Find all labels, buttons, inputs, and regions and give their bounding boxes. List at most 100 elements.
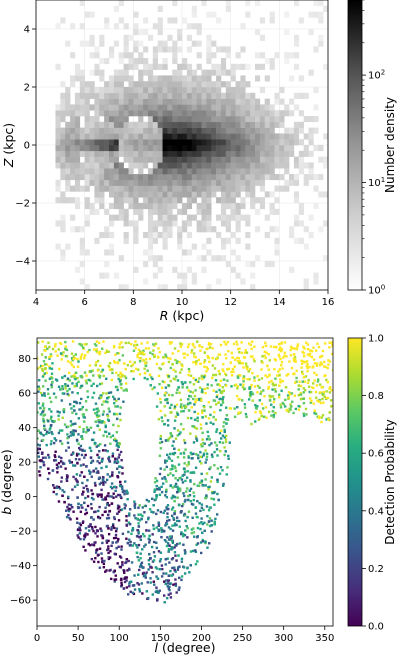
bottom-scatter-point — [137, 573, 140, 576]
bottom-scatter-point — [248, 378, 251, 381]
top-heatmap-cell — [235, 237, 241, 244]
top-heatmap-cell — [274, 162, 280, 169]
top-heatmap-cell — [172, 17, 178, 24]
bottom-scatter-point — [90, 502, 93, 506]
bottom-scatter-point — [88, 543, 92, 547]
top-heatmap-cell — [138, 87, 144, 94]
top-heatmap-cell — [89, 121, 95, 128]
bottom-scatter-point — [164, 524, 167, 527]
bottom-scatter-point — [102, 483, 105, 486]
bottom-scatter-point — [57, 431, 61, 435]
bottom-scatter-point — [138, 590, 142, 593]
top-heatmap-cell — [220, 92, 227, 99]
top-heatmap-cell — [104, 110, 110, 117]
bottom-scatter-point — [174, 375, 178, 378]
bottom-scatter-point — [54, 455, 57, 459]
top-heatmap-cell — [182, 17, 188, 24]
bottom-scatter-point — [37, 390, 40, 393]
bottom-scatter-point — [200, 506, 204, 509]
top-heatmap-cell — [109, 92, 115, 99]
bottom-scatter-point — [210, 442, 213, 445]
top-heatmap-cell — [225, 179, 231, 186]
bottom-scatter-point — [270, 403, 273, 406]
bottom-scatter-point — [125, 579, 128, 582]
bottom-scatter-point — [111, 455, 114, 458]
bottom-scatter-point — [181, 481, 185, 484]
top-heatmap-cell — [182, 249, 188, 256]
top-heatmap-cell — [162, 133, 168, 140]
bottom-scatter-point — [143, 511, 146, 514]
top-heatmap-cell — [133, 23, 139, 30]
top-heatmap-cell — [225, 5, 231, 12]
bottom-scatter-point — [83, 535, 87, 539]
top-heatmap-cell — [74, 150, 81, 157]
top-heatmap-cell — [220, 191, 227, 198]
bottom-scatter-point — [205, 455, 209, 458]
bottom-scatter-point — [158, 589, 161, 592]
top-heatmap-cell — [293, 121, 300, 128]
bottom-scatter-point — [202, 441, 205, 445]
bottom-colorbar-tick-label: 0.0 — [368, 622, 384, 633]
bottom-scatter-point — [102, 566, 106, 569]
bottom-scatter-point — [69, 424, 73, 427]
top-heatmap-cell — [152, 272, 158, 279]
top-heatmap-cell — [162, 110, 168, 117]
bottom-scatter-point — [152, 511, 155, 514]
top-heatmap-cell — [162, 237, 168, 244]
bottom-scatter-point — [78, 425, 81, 429]
top-heatmap-cell — [123, 179, 129, 186]
top-heatmap-cell — [94, 179, 100, 186]
bottom-scatter-point — [94, 532, 97, 535]
bottom-scatter-point — [225, 473, 228, 476]
bottom-scatter-point — [201, 416, 204, 419]
top-heatmap-cell — [240, 162, 246, 169]
top-heatmap-cell — [55, 133, 61, 140]
bottom-scatter-point — [112, 516, 116, 519]
bottom-scatter-point — [216, 467, 220, 470]
top-heatmap-cell — [308, 133, 314, 140]
bottom-scatter-point — [313, 412, 316, 415]
bottom-scatter-point — [68, 459, 71, 462]
top-heatmap-cell — [162, 284, 168, 290]
bottom-scatter-point — [331, 368, 333, 372]
bottom-scatter-point — [175, 491, 179, 494]
bottom-scatter-point — [292, 353, 296, 356]
top-heatmap-cell — [104, 139, 110, 146]
top-heatmap-cell — [167, 145, 173, 152]
bottom-scatter-point — [195, 380, 198, 383]
bottom-scatter-point — [41, 452, 44, 455]
bottom-scatter-point — [146, 581, 149, 584]
top-heatmap-cell — [147, 220, 154, 227]
top-heatmap-cell — [172, 87, 178, 94]
bottom-scatter-point — [80, 435, 84, 438]
bottom-scatter-point — [178, 489, 182, 492]
top-heatmap-cell — [74, 69, 81, 76]
bottom-scatter-point — [113, 580, 116, 583]
bottom-scatter-point — [67, 513, 70, 517]
bottom-scatter-point — [98, 382, 102, 386]
bottom-scatter-point — [238, 359, 241, 363]
bottom-scatter-point — [99, 364, 102, 367]
top-heatmap-cell — [216, 92, 222, 99]
top-heatmap-cell — [84, 156, 90, 163]
top-heatmap-cell — [138, 40, 144, 47]
bottom-scatter-point — [163, 601, 166, 604]
top-heatmap-cell — [182, 139, 188, 146]
top-heatmap-cell — [230, 121, 236, 128]
bottom-y-tick-label: 20 — [18, 458, 31, 469]
bottom-scatter-point — [326, 380, 329, 384]
top-heatmap-cell — [60, 116, 66, 123]
bottom-scatter-point — [136, 368, 140, 371]
top-heatmap-cell — [109, 179, 115, 186]
bottom-scatter-point — [212, 415, 215, 419]
bottom-scatter-point — [215, 448, 219, 451]
bottom-scatter-point — [212, 422, 215, 426]
top-heatmap-cell — [230, 87, 236, 94]
top-heatmap-cell — [147, 98, 154, 105]
top-heatmap-cell — [167, 116, 173, 123]
top-heatmap-cell — [118, 69, 124, 76]
bottom-scatter-point — [164, 563, 167, 566]
top-heatmap-cell — [162, 168, 168, 175]
bottom-scatter-point — [67, 446, 70, 449]
top-heatmap-cell — [196, 121, 202, 128]
